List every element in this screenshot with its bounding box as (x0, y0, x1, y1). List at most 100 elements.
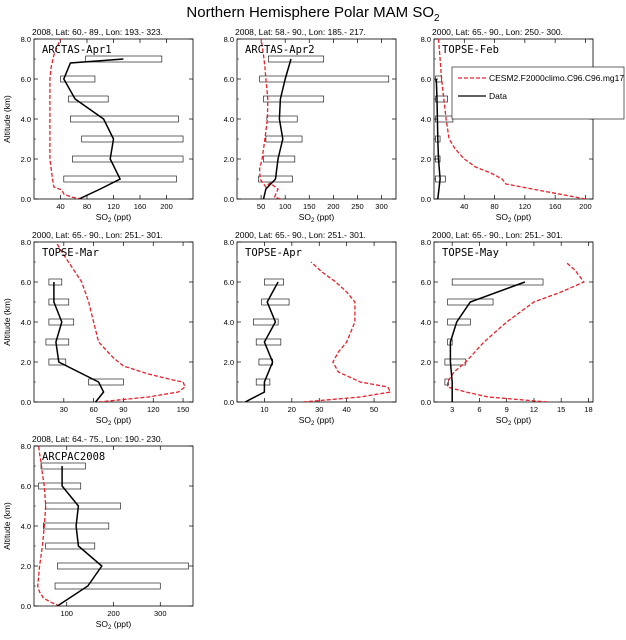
y-tick-label: 8.0 (21, 238, 31, 247)
legend-box (451, 66, 625, 120)
panel-header: 2000, Lat: 65.- 90., Lon: 251.- 301. (32, 230, 163, 240)
panel-topse-feb: 2000, Lat: 65.- 90., Lon: 250.- 300. 0.0 2… (421, 27, 594, 224)
x-tick-label: 100 (60, 609, 73, 618)
x-tick-label: 10 (260, 405, 268, 414)
plot-frame (33, 38, 194, 200)
x-axis-label-unit: (ppt) (111, 212, 131, 222)
y-tick-label: 2.0 (21, 155, 31, 164)
x-tick-label: 40 (342, 405, 350, 414)
model-profile-line (55, 242, 186, 402)
y-tick-label: 8.0 (21, 442, 31, 451)
data-range-box (48, 298, 70, 306)
x-tick-label: 160 (549, 202, 562, 211)
x-axis-label-text: SO (299, 212, 312, 222)
data-range-box (68, 95, 109, 103)
plot-area (258, 39, 390, 199)
x-axis-label: SO2 (ppt) (299, 415, 335, 427)
data-range-box (255, 378, 271, 386)
panel-topse-mar: 2000, Lat: 65.- 90., Lon: 251.- 301. 0.0 2… (2, 230, 194, 427)
plot-frame (433, 241, 594, 403)
y-tick-label: 2.0 (421, 358, 431, 367)
y-tick-label: 0.0 (21, 398, 31, 407)
x-axis-label-subscript: 2 (311, 421, 315, 427)
x-tick-label: 50 (257, 202, 265, 211)
x-tick-label: 60 (89, 405, 97, 414)
campaign-label: ARCTAS-Apr2 (245, 44, 315, 56)
data-range-box (265, 135, 303, 143)
x-tick-label: 120 (519, 202, 532, 211)
y-tick-label: 4.0 (421, 115, 431, 124)
y-tick-label: 8.0 (224, 238, 234, 247)
campaign-label: TOPSE-Apr (245, 247, 302, 259)
y-tick-label: 4.0 (224, 115, 234, 124)
y-tick-label: 8.0 (21, 35, 31, 44)
data-range-box (264, 278, 284, 286)
x-axis-label-text: SO (496, 212, 509, 222)
y-tick-label: 0.0 (421, 195, 431, 204)
y-axis-label: Altitude (km) (2, 298, 12, 346)
x-tick-label: 40 (460, 202, 468, 211)
x-axis-label-text: SO (496, 415, 509, 425)
figure-title: Northern Hemisphere Polar MAM SO2 (186, 4, 440, 24)
y-tick-label: 0.0 (224, 195, 234, 204)
data-range-box (45, 502, 121, 510)
x-axis-label-subscript: 2 (508, 421, 512, 427)
y-axis-label: Altitude (km) (2, 502, 12, 550)
data-range-box (63, 175, 177, 183)
data-range-box (88, 378, 124, 386)
x-tick-label: 9 (505, 405, 509, 414)
x-tick-label: 150 (303, 202, 316, 211)
model-profile-line (37, 446, 60, 606)
data-range-box (57, 562, 189, 570)
panel-header: 2008, Lat: 60.- 89., Lon: 193.- 323. (32, 27, 163, 37)
data-range-box (54, 582, 161, 590)
legend: CESM2.F2000climo.C96.C96.mg17 Data (451, 66, 625, 120)
x-tick-label: 12 (530, 405, 538, 414)
panel-topse-may: 2000, Lat: 65.- 90., Lon: 251.- 301. 0.0 2… (421, 230, 594, 427)
y-tick-label: 6.0 (21, 278, 31, 287)
x-tick-label: 40 (56, 202, 64, 211)
data-range-box (444, 378, 449, 386)
campaign-label: TOPSE-Mar (42, 247, 99, 259)
plot-frame (33, 445, 194, 607)
plot-area (49, 39, 184, 199)
data-range-box (255, 338, 282, 346)
x-axis-label: SO2 (ppt) (496, 212, 532, 224)
y-tick-label: 4.0 (21, 115, 31, 124)
y-tick-label: 2.0 (224, 155, 234, 164)
legend-model-label: CESM2.F2000climo.C96.C96.mg17 (489, 73, 624, 83)
x-tick-label: 200 (107, 609, 120, 618)
y-tick-label: 6.0 (421, 278, 431, 287)
observed-profile-line (262, 58, 292, 199)
x-tick-label: 120 (107, 202, 120, 211)
model-profile-line (49, 39, 82, 199)
x-tick-label: 90 (119, 405, 127, 414)
x-tick-label: 200 (160, 202, 173, 211)
x-tick-label: 300 (154, 609, 167, 618)
observed-profile-line (53, 282, 105, 402)
data-range-box (60, 75, 96, 83)
panel-header: 2000, Lat: 65.- 90., Lon: 251.- 301. (235, 230, 366, 240)
data-range-box (72, 155, 184, 163)
x-tick-label: 200 (327, 202, 340, 211)
x-axis-label-unit: (ppt) (511, 212, 531, 222)
data-range-box (261, 298, 290, 306)
y-tick-label: 6.0 (21, 75, 31, 84)
legend-data-label: Data (489, 91, 507, 101)
x-axis-label-text: SO (96, 415, 109, 425)
y-tick-label: 4.0 (21, 318, 31, 327)
x-tick-label: 30 (60, 405, 68, 414)
y-tick-label: 2.0 (224, 358, 234, 367)
panel-arctas-apr2: 2008, Lat: 58.- 90., Lon: 185.- 217. 0.0 2… (224, 27, 397, 224)
data-range-box (48, 358, 67, 366)
x-axis-label-unit: (ppt) (111, 619, 131, 629)
data-range-box (38, 482, 82, 490)
x-tick-label: 100 (279, 202, 292, 211)
panel-header: 2008, Lat: 58.- 90., Lon: 185.- 217. (235, 27, 366, 37)
x-tick-label: 300 (375, 202, 388, 211)
panel-arcpac2008: 2008, Lat: 64.- 75., Lon: 190.- 230. 0.0 2… (2, 434, 194, 631)
panel-header: 2008, Lat: 64.- 75., Lon: 190.- 230. (32, 434, 163, 444)
y-tick-label: 0.0 (421, 398, 431, 407)
campaign-label: TOPSE-Feb (442, 44, 499, 56)
y-tick-label: 4.0 (21, 522, 31, 531)
